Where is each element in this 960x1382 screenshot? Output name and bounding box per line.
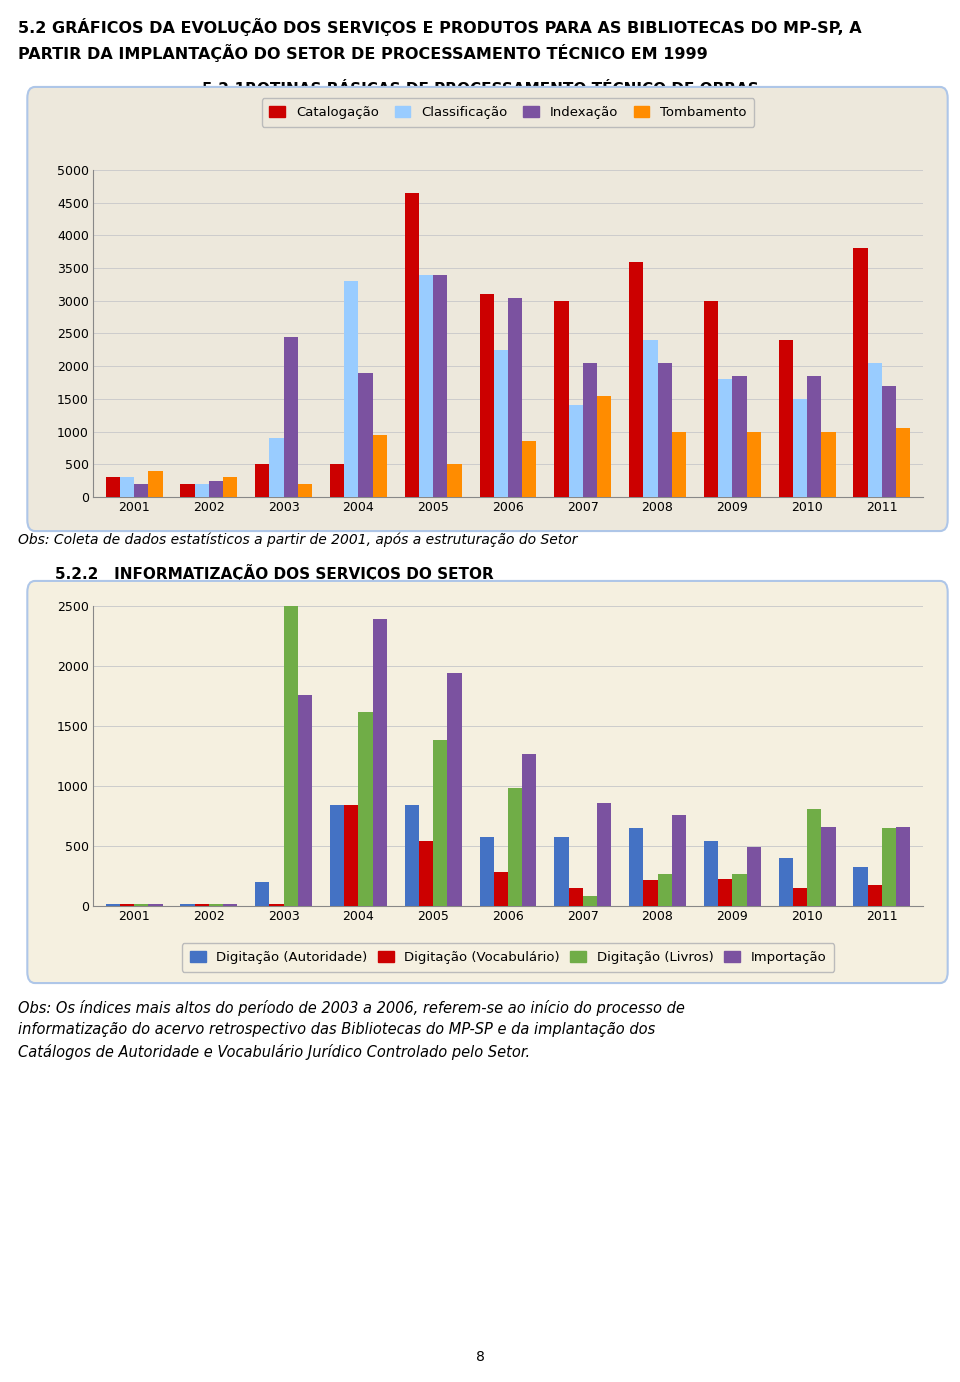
Text: Catálogos de Autoridade e Vocabulário Jurídico Controlado pelo Setor.: Catálogos de Autoridade e Vocabulário Ju… xyxy=(18,1043,530,1060)
Bar xyxy=(658,363,672,498)
Bar xyxy=(447,673,462,907)
Bar xyxy=(643,340,658,498)
Bar xyxy=(480,837,493,907)
Bar xyxy=(732,376,747,498)
Bar xyxy=(447,464,462,498)
Bar xyxy=(643,880,658,907)
Bar xyxy=(822,431,835,498)
Bar xyxy=(853,249,868,498)
Bar xyxy=(597,803,612,907)
Bar xyxy=(704,301,718,498)
Bar xyxy=(372,435,387,498)
Bar xyxy=(597,395,612,498)
Bar xyxy=(180,904,195,907)
Bar xyxy=(433,275,447,498)
Text: 5.2.1ROTINAS BÁSICAS DE PROCESSAMENTO TÉCNICO DE OBRAS: 5.2.1ROTINAS BÁSICAS DE PROCESSAMENTO TÉ… xyxy=(202,82,758,97)
Bar xyxy=(896,428,910,498)
Bar xyxy=(195,484,209,498)
Bar xyxy=(120,477,134,498)
Bar xyxy=(522,441,537,498)
Text: informatização do acervo retrospectivo das Bibliotecas do MP-SP e da implantação: informatização do acervo retrospectivo d… xyxy=(18,1023,656,1036)
Bar xyxy=(672,431,686,498)
Bar xyxy=(493,872,508,907)
Bar xyxy=(283,337,298,498)
Bar xyxy=(583,897,597,907)
Bar xyxy=(180,484,195,498)
Bar xyxy=(345,281,358,498)
Bar xyxy=(704,842,718,907)
Bar xyxy=(330,464,345,498)
Text: Obs: Coleta de dados estatísticos a partir de 2001, após a estruturação do Setor: Obs: Coleta de dados estatísticos a part… xyxy=(18,532,578,546)
Bar xyxy=(106,904,120,907)
Bar xyxy=(419,842,433,907)
Bar xyxy=(658,873,672,907)
Legend: Digitação (Autoridade), Digitação (Vocabulário), Digitação (Livros), Importação: Digitação (Autoridade), Digitação (Vocab… xyxy=(181,943,834,972)
Bar xyxy=(868,363,882,498)
Bar xyxy=(672,815,686,907)
Bar xyxy=(134,484,149,498)
Bar xyxy=(120,904,134,907)
Bar xyxy=(508,788,522,907)
Bar xyxy=(853,867,868,907)
Bar xyxy=(255,882,270,907)
Bar xyxy=(882,386,896,498)
Bar xyxy=(779,340,793,498)
Legend: Catalogação, Classificação, Indexação, Tombamento: Catalogação, Classificação, Indexação, T… xyxy=(261,98,755,127)
Bar xyxy=(405,806,419,907)
Bar xyxy=(583,363,597,498)
Bar xyxy=(718,879,732,907)
Bar xyxy=(209,481,223,498)
Text: PARTIR DA IMPLANTAÇÃO DO SETOR DE PROCESSAMENTO TÉCNICO EM 1999: PARTIR DA IMPLANTAÇÃO DO SETOR DE PROCES… xyxy=(18,44,708,62)
Bar xyxy=(330,806,345,907)
Bar xyxy=(195,904,209,907)
Bar xyxy=(882,828,896,907)
Bar xyxy=(822,826,835,907)
Bar xyxy=(508,297,522,498)
Bar xyxy=(106,477,120,498)
Bar xyxy=(747,431,760,498)
Bar xyxy=(419,275,433,498)
Bar xyxy=(896,826,910,907)
Bar xyxy=(223,477,237,498)
Bar xyxy=(345,806,358,907)
Bar xyxy=(807,376,822,498)
Bar xyxy=(298,484,312,498)
Bar xyxy=(493,350,508,498)
Bar xyxy=(793,889,807,907)
Bar xyxy=(270,438,283,498)
Bar xyxy=(149,904,162,907)
Bar xyxy=(372,619,387,907)
Bar xyxy=(747,847,760,907)
Bar xyxy=(255,464,270,498)
Bar xyxy=(405,193,419,498)
Bar xyxy=(554,837,568,907)
Text: 8: 8 xyxy=(475,1350,485,1364)
Bar xyxy=(480,294,493,498)
Bar xyxy=(732,875,747,907)
Bar xyxy=(793,399,807,498)
Text: Obs: Os índices mais altos do período de 2003 a 2006, referem-se ao início do pr: Obs: Os índices mais altos do período de… xyxy=(18,1001,684,1016)
Text: 5.2 GRÁFICOS DA EVOLUÇÃO DOS SERVIÇOS E PRODUTOS PARA AS BIBLIOTECAS DO MP-SP, A: 5.2 GRÁFICOS DA EVOLUÇÃO DOS SERVIÇOS E … xyxy=(18,18,862,36)
Bar xyxy=(807,808,822,907)
Bar xyxy=(358,712,372,907)
Bar xyxy=(433,741,447,907)
Bar xyxy=(568,889,583,907)
Bar xyxy=(270,904,283,907)
Bar xyxy=(779,858,793,907)
Bar xyxy=(629,261,643,498)
Bar xyxy=(223,904,237,907)
Bar xyxy=(554,301,568,498)
Bar xyxy=(283,605,298,907)
Bar xyxy=(718,379,732,498)
Bar xyxy=(358,373,372,498)
Text: 5.2.2   INFORMATIZAÇÃO DOS SERVIÇOS DO SETOR: 5.2.2 INFORMATIZAÇÃO DOS SERVIÇOS DO SET… xyxy=(55,564,493,582)
Bar xyxy=(149,471,162,498)
Bar xyxy=(298,695,312,907)
Bar xyxy=(868,884,882,907)
Bar xyxy=(522,753,537,907)
Bar xyxy=(629,828,643,907)
Bar xyxy=(134,904,149,907)
Bar xyxy=(209,904,223,907)
Bar xyxy=(568,405,583,498)
